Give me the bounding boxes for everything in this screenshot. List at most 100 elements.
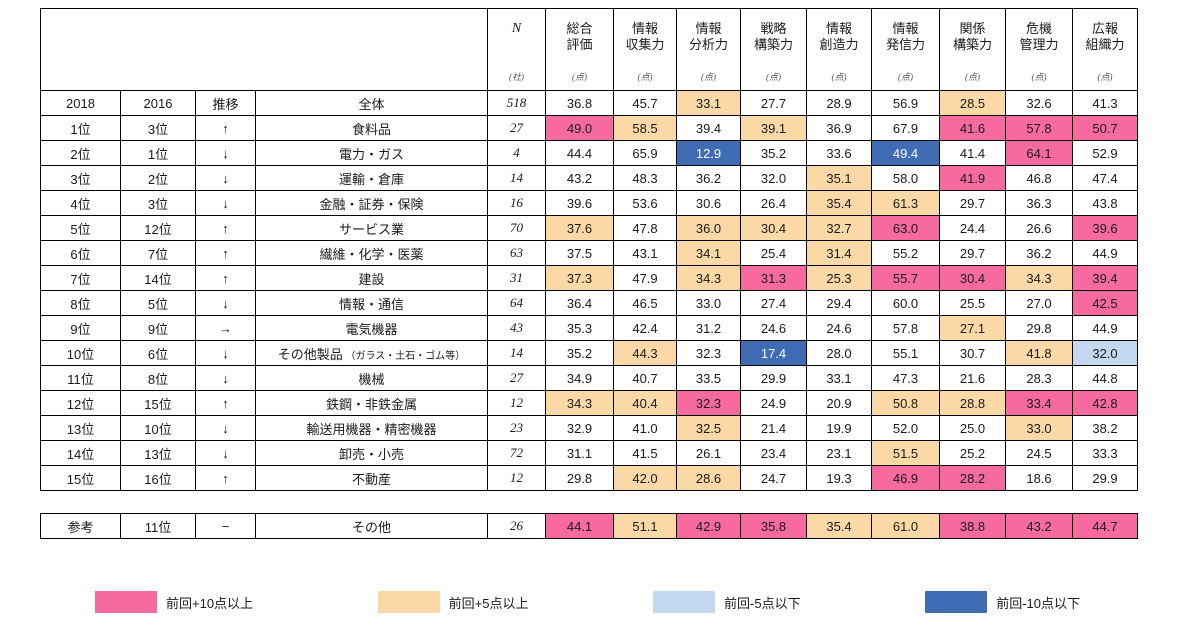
score-cell: 35.4 (806, 190, 872, 216)
score-cell: 35.2 (545, 340, 614, 366)
industry-name-note: （ガラス・土石・ゴム等） (342, 350, 466, 362)
rank-2016-cell: 14位 (120, 265, 196, 291)
score-cell: 32.3 (676, 390, 741, 416)
column-header-unit: (点) (965, 71, 980, 82)
score-cell: 28.8 (939, 390, 1006, 416)
trend-arrow-cell: 推移 (195, 90, 256, 116)
trend-arrow-cell: ↑ (195, 265, 256, 291)
score-cell: 39.4 (1072, 265, 1138, 291)
rank-2018-cell: 11位 (40, 365, 121, 391)
score-cell: 42.4 (613, 315, 677, 341)
score-cell: 24.6 (806, 315, 872, 341)
score-cell: 50.8 (871, 390, 940, 416)
column-header-label: 広報 組織力 (1085, 20, 1125, 52)
score-cell: 25.0 (939, 415, 1006, 441)
industry-row-6: 6位 7位 ↑ 繊維・化学・医薬 63 37.5 43.1 34.1 25.4 31.4 55.2 2… (40, 240, 1138, 266)
score-cell: 34.9 (545, 365, 614, 391)
rank-2016-cell: 6位 (120, 340, 196, 366)
column-header-n: N (社) (487, 8, 546, 91)
industry-row-1: 1位 3位 ↑ 食料品 27 49.0 58.5 39.4 39.1 36.9 67.9 41.6 57… (40, 115, 1138, 141)
n-count-cell: 12 (487, 390, 546, 416)
reference-row: 参考 11位 − その他 26 44.1 51.1 42.9 35.8 35.4 61.0 38.8 4… (40, 513, 1138, 539)
score-cell: 28.2 (939, 465, 1006, 491)
rank-2016-cell: 13位 (120, 440, 196, 466)
column-header-label: 情報 収集力 (625, 20, 665, 52)
column-header-8: 危機 管理力 (点) (1005, 8, 1073, 91)
score-cell: 39.6 (1072, 215, 1138, 241)
n-count-cell: 72 (487, 440, 546, 466)
score-cell: 27.4 (740, 290, 807, 316)
score-cell: 39.1 (740, 115, 807, 141)
rank-2016-cell: 16位 (120, 465, 196, 491)
industry-name-cell: 卸売・小売 (255, 440, 488, 466)
score-cell: 43.2 (545, 165, 614, 191)
rank-2018-cell: 12位 (40, 390, 121, 416)
n-count-cell: 12 (487, 465, 546, 491)
score-cell: 34.3 (1005, 265, 1073, 291)
score-cell: 50.7 (1072, 115, 1138, 141)
trend-arrow-cell: ↓ (195, 365, 256, 391)
score-cell: 47.9 (613, 265, 677, 291)
score-cell: 32.7 (806, 215, 872, 241)
score-cell: 35.1 (806, 165, 872, 191)
n-count-cell: 14 (487, 340, 546, 366)
rank-2018-cell: 14位 (40, 440, 121, 466)
trend-arrow-cell: ↓ (195, 440, 256, 466)
score-cell: 19.3 (806, 465, 872, 491)
n-count-cell: 16 (487, 190, 546, 216)
score-cell: 42.0 (613, 465, 677, 491)
column-header-unit: (点) (701, 71, 716, 82)
score-cell: 44.7 (1072, 513, 1138, 539)
industry-name-cell: サービス業 (255, 215, 488, 241)
trend-arrow-cell: ↓ (195, 165, 256, 191)
score-cell: 36.2 (1005, 240, 1073, 266)
score-cell: 23.1 (806, 440, 872, 466)
score-cell: 61.3 (871, 190, 940, 216)
score-cell: 32.9 (545, 415, 614, 441)
industry-name-cell: 食料品 (255, 115, 488, 141)
score-cell: 29.7 (939, 240, 1006, 266)
industry-name-cell: 金融・証券・保険 (255, 190, 488, 216)
score-cell: 24.6 (740, 315, 807, 341)
score-cell: 41.8 (1005, 340, 1073, 366)
column-header-unit: (点) (831, 71, 847, 82)
rank-2018-cell: 9位 (40, 315, 121, 341)
rank-2018-cell: 4位 (40, 190, 121, 216)
rank-2018-cell: 10位 (40, 340, 121, 366)
score-cell: 34.1 (676, 240, 741, 266)
score-cell: 49.0 (545, 115, 614, 141)
score-cell: 41.5 (613, 440, 677, 466)
trend-arrow-cell: − (195, 513, 256, 539)
score-cell: 33.4 (1005, 390, 1073, 416)
score-cell: 48.3 (613, 165, 677, 191)
industry-name-cell: 輸送用機器・精密機器 (255, 415, 488, 441)
score-cell: 33.1 (806, 365, 872, 391)
n-count-cell: 27 (487, 365, 546, 391)
score-cell: 34.3 (545, 390, 614, 416)
column-header-4: 戦略 構築力 (点) (740, 8, 807, 91)
industry-name-cell: 電気機器 (255, 315, 488, 341)
score-cell: 36.0 (676, 215, 741, 241)
score-cell: 49.4 (871, 140, 940, 166)
score-cell: 47.3 (871, 365, 940, 391)
score-cell: 58.0 (871, 165, 940, 191)
score-cell: 26.4 (740, 190, 807, 216)
industry-row-15: 15位 16位 ↑ 不動産 12 29.8 42.0 28.6 24.7 19.3 46.9 28.2… (40, 465, 1138, 491)
rank-2018-cell: 15位 (40, 465, 121, 491)
score-cell: 37.3 (545, 265, 614, 291)
score-cell: 33.1 (676, 90, 741, 116)
score-cell: 58.5 (613, 115, 677, 141)
score-cell: 30.7 (939, 340, 1006, 366)
score-cell: 37.6 (545, 215, 614, 241)
score-cell: 12.9 (676, 140, 741, 166)
industry-name-cell: その他 (255, 513, 488, 539)
column-header-label: 総合 評価 (566, 20, 593, 52)
trend-arrow-cell: ↓ (195, 415, 256, 441)
score-cell: 46.5 (613, 290, 677, 316)
score-cell: 33.6 (806, 140, 872, 166)
score-cell: 60.0 (871, 290, 940, 316)
score-cell: 57.8 (1005, 115, 1073, 141)
score-cell: 35.3 (545, 315, 614, 341)
score-cell: 35.2 (740, 140, 807, 166)
